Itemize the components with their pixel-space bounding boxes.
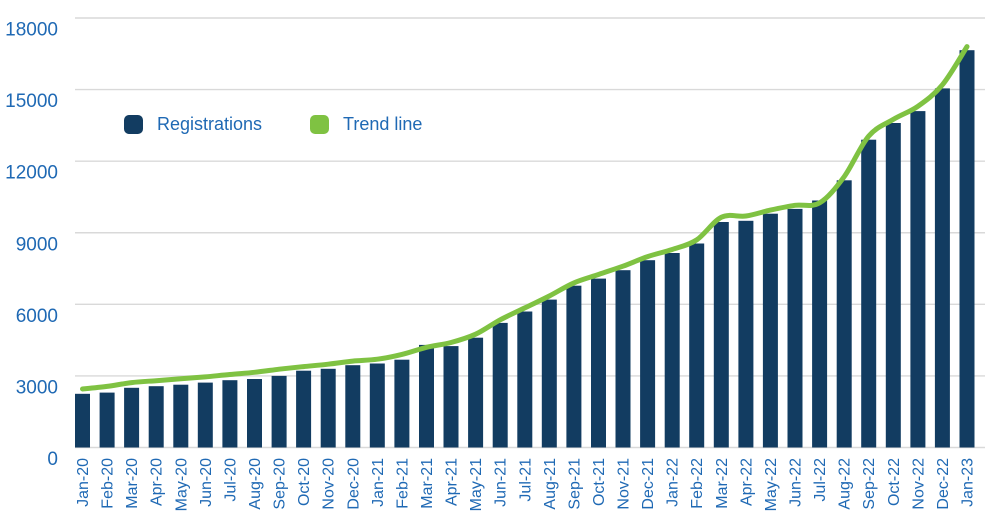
x-tick-label: Jan-22	[665, 458, 682, 507]
x-tick-label: Sep-20	[272, 458, 289, 510]
y-tick-label: 0	[47, 449, 58, 470]
x-tick-label: Jul-20	[222, 458, 239, 502]
x-tick-label: Feb-21	[394, 458, 411, 509]
x-tick-label: Apr-22	[738, 458, 755, 506]
x-tick-label: Sep-21	[566, 458, 583, 510]
x-tick-label: Feb-22	[689, 458, 706, 509]
bar-Nov-20	[320, 368, 336, 448]
bar-Aug-20	[247, 379, 262, 448]
y-tick-label: 6000	[16, 306, 58, 327]
bar-Jan-22	[664, 253, 680, 448]
x-tick-label: Jun-21	[493, 458, 510, 507]
x-tick-label: Mar-22	[714, 458, 731, 509]
bar-Feb-20	[99, 392, 115, 448]
bar-Dec-21	[640, 260, 656, 448]
bar-Apr-21	[443, 346, 459, 448]
x-tick-label: Jan-23	[960, 458, 977, 507]
bar-Jul-20	[222, 380, 238, 448]
x-tick-label: May-21	[468, 458, 485, 511]
bar-Jan-23	[959, 50, 975, 448]
bar-Apr-22	[738, 220, 754, 448]
x-tick-label: Dec-20	[345, 458, 362, 510]
x-tick-label: Apr-21	[444, 458, 461, 506]
x-tick-label: Dec-21	[640, 458, 657, 510]
bar-Nov-22	[910, 111, 926, 448]
legend-item-trend-line[interactable]: Trend line	[310, 114, 422, 135]
x-tick-label: Jun-22	[788, 458, 805, 507]
x-tick-label: Oct-21	[591, 458, 608, 506]
x-tick-label: Nov-20	[321, 458, 338, 510]
x-tick-label: May-20	[173, 458, 190, 511]
x-tick-label: Nov-22	[910, 458, 927, 510]
bar-Jul-22	[812, 200, 828, 448]
bar-Mar-22	[713, 222, 729, 448]
y-tick-label: 18000	[5, 20, 58, 41]
x-tick-label: Jul-22	[812, 458, 829, 502]
x-tick-label: Nov-21	[616, 458, 633, 510]
bar-Aug-22	[836, 180, 852, 448]
bar-Oct-22	[885, 123, 901, 448]
bar-Oct-21	[591, 278, 606, 448]
y-tick-label: 9000	[16, 234, 58, 255]
y-tick-label: 3000	[16, 377, 58, 398]
x-tick-label: Jan-20	[75, 458, 92, 507]
bar-Jan-21	[369, 363, 385, 448]
x-tick-label: Aug-20	[247, 458, 264, 510]
x-tick-label: Mar-21	[419, 458, 436, 509]
bar-Dec-22	[934, 88, 950, 448]
x-tick-label: Jul-21	[517, 458, 534, 502]
bar-Jun-20	[197, 382, 213, 448]
trend-line	[80, 44, 970, 392]
legend-label-registrations: Registrations	[157, 114, 263, 134]
x-tick-label: Apr-20	[149, 458, 166, 506]
bar-Sep-21	[566, 285, 582, 448]
x-tick-label: Aug-22	[837, 458, 854, 510]
x-tick-label: Jun-20	[198, 458, 215, 507]
legend-label-trend-line: Trend line	[343, 114, 423, 134]
bar-Jun-22	[787, 208, 803, 448]
bar-Feb-21	[394, 359, 410, 448]
y-tick-label: 12000	[5, 163, 58, 184]
legend-item-registrations[interactable]: Registrations	[124, 114, 262, 135]
x-tick-label: Oct-22	[886, 458, 903, 506]
bar-Mar-20	[124, 387, 140, 448]
bar-May-22	[762, 213, 778, 448]
x-tick-label: Sep-22	[861, 458, 878, 510]
bar-Aug-21	[541, 299, 557, 448]
bar-Jan-20	[75, 393, 90, 448]
trend-line-swatch-icon	[310, 115, 330, 134]
y-tick-label: 15000	[5, 91, 58, 112]
bar-Nov-21	[615, 270, 631, 448]
bar-Mar-21	[419, 344, 434, 448]
bar-Dec-20	[345, 365, 361, 448]
bar-Feb-22	[689, 243, 705, 448]
bar-Oct-20	[296, 370, 312, 448]
bar-Sep-22	[861, 139, 877, 448]
bar-Apr-20	[148, 386, 164, 448]
x-tick-label: Dec-22	[935, 458, 952, 510]
x-tick-label: Feb-20	[100, 458, 117, 509]
bar-May-20	[173, 384, 189, 448]
x-tick-label: Oct-20	[296, 458, 313, 506]
chart-legend: Registrations Trend line	[124, 114, 422, 135]
bar-Jul-21	[517, 311, 533, 448]
registrations-swatch-icon	[124, 115, 143, 134]
x-tick-label: Aug-21	[542, 458, 559, 510]
bar-Jun-21	[492, 322, 508, 448]
bar-May-21	[468, 337, 484, 448]
x-tick-label: May-22	[763, 458, 780, 511]
x-tick-label: Mar-20	[124, 458, 141, 509]
bar-Sep-20	[271, 375, 287, 448]
x-tick-label: Jan-21	[370, 458, 387, 507]
